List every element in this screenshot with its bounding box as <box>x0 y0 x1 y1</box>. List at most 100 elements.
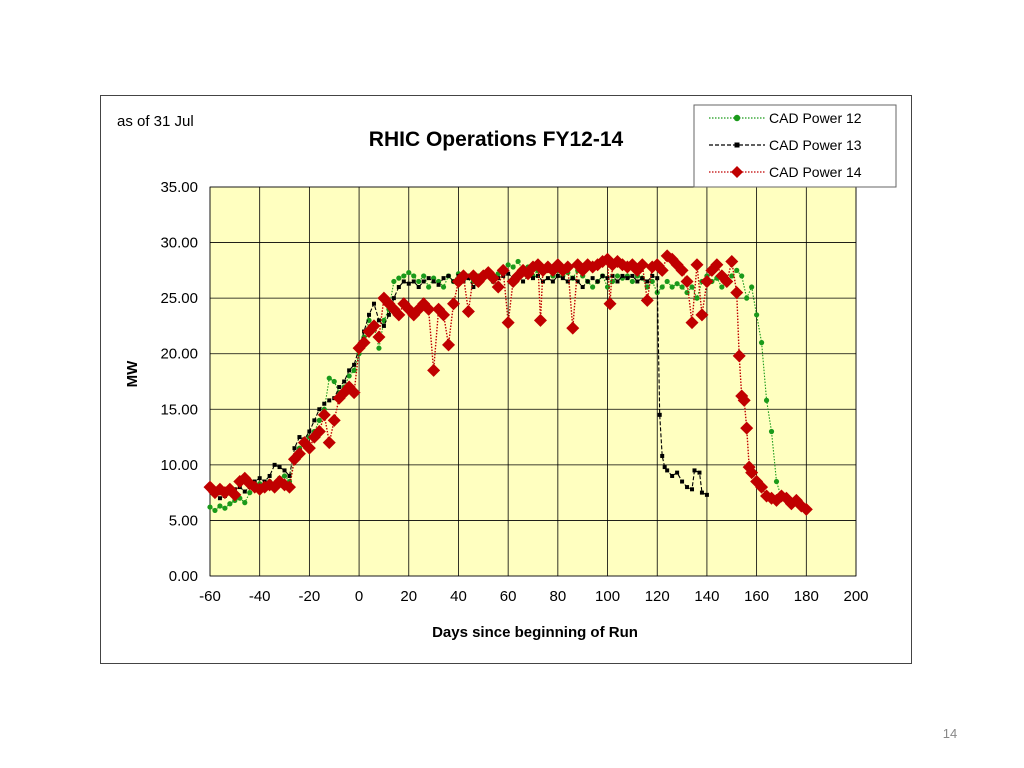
data-point <box>664 278 670 285</box>
data-point <box>287 473 292 478</box>
data-point <box>217 503 223 509</box>
data-point <box>615 279 620 284</box>
data-point <box>531 276 535 281</box>
data-point <box>312 418 317 423</box>
data-point <box>401 273 407 279</box>
data-point <box>734 267 740 273</box>
data-point <box>347 386 361 400</box>
data-point <box>466 269 480 283</box>
data-point <box>212 507 218 514</box>
data-point <box>620 273 625 278</box>
data-point <box>297 436 311 450</box>
x-tick-label: 20 <box>400 588 417 605</box>
data-point <box>281 473 288 479</box>
data-point <box>635 258 649 272</box>
data-point <box>657 412 662 417</box>
data-point <box>521 279 526 284</box>
legend-marker <box>734 142 740 148</box>
data-point <box>441 276 446 281</box>
x-tick-label: 80 <box>550 588 567 605</box>
data-point <box>411 273 417 279</box>
data-point <box>635 279 640 284</box>
data-point <box>551 258 565 272</box>
data-point <box>580 285 585 290</box>
data-point <box>371 301 376 306</box>
data-point <box>744 295 750 301</box>
data-point <box>337 386 351 400</box>
y-tick-label: 35.00 <box>160 179 198 196</box>
data-point <box>267 473 272 478</box>
data-point <box>740 421 754 435</box>
legend-label: CAD Power 14 <box>769 164 862 180</box>
data-point <box>605 276 610 281</box>
data-point <box>662 465 667 470</box>
y-tick-label: 10.00 <box>160 457 198 474</box>
data-point <box>427 363 441 377</box>
data-point <box>768 428 775 435</box>
chart-frame: -60 -40 -20 0 20 40 60 80 100 120 140 160 180 200 0.00… <box>100 95 912 664</box>
data-point <box>754 312 760 318</box>
data-point <box>372 330 386 344</box>
data-point <box>566 321 580 335</box>
data-point <box>491 280 505 294</box>
data-point <box>690 258 704 272</box>
data-point <box>283 480 297 494</box>
data-point <box>277 465 282 470</box>
data-point <box>700 274 714 288</box>
data-point <box>421 279 426 284</box>
data-point <box>629 278 635 285</box>
data-point <box>515 258 521 265</box>
x-tick-label: 140 <box>694 588 719 605</box>
data-point <box>406 269 412 276</box>
data-point <box>590 284 596 290</box>
y-tick-label: 5.00 <box>169 512 198 529</box>
data-point <box>292 447 306 461</box>
data-point <box>533 313 547 327</box>
data-point <box>381 323 386 328</box>
legend-label: CAD Power 12 <box>769 110 862 126</box>
data-point <box>312 425 326 439</box>
data-point <box>655 263 669 277</box>
data-point <box>382 297 396 311</box>
data-point <box>257 476 262 481</box>
data-point <box>541 260 555 274</box>
chart-annotation: as of 31 Jul <box>117 113 194 130</box>
data-point <box>732 349 746 363</box>
data-point <box>471 285 476 290</box>
data-point <box>332 391 346 405</box>
data-point <box>690 487 695 492</box>
data-point <box>630 273 635 278</box>
data-point <box>307 429 312 434</box>
data-point <box>674 281 680 287</box>
data-point <box>675 263 689 277</box>
x-tick-label: 0 <box>355 588 363 605</box>
data-point <box>729 273 735 279</box>
data-point <box>426 276 431 281</box>
y-tick-label: 25.00 <box>160 290 198 307</box>
data-point <box>352 362 357 367</box>
chart-title: RHIC Operations FY12-14 <box>369 128 624 151</box>
data-point <box>679 284 685 290</box>
data-point <box>406 281 411 286</box>
data-point <box>610 273 615 278</box>
data-point <box>272 462 277 467</box>
data-point <box>247 490 253 496</box>
data-point <box>695 308 709 322</box>
data-point <box>715 269 729 283</box>
data-point <box>565 279 570 284</box>
x-tick-label: 160 <box>744 588 769 605</box>
series-3 <box>203 249 813 516</box>
data-point <box>417 297 431 311</box>
data-point <box>437 308 451 322</box>
data-point <box>218 486 232 500</box>
data-point <box>595 279 600 284</box>
data-point <box>391 278 397 285</box>
data-point <box>416 285 421 290</box>
data-point <box>367 312 372 317</box>
tick-labels: -60 -40 -20 0 20 40 60 80 100 120 140 160 180 200 0.00… <box>160 179 868 605</box>
data-point <box>640 276 645 281</box>
data-point <box>407 308 421 322</box>
data-point <box>396 275 402 281</box>
data-point <box>506 271 511 276</box>
data-point <box>431 279 436 284</box>
